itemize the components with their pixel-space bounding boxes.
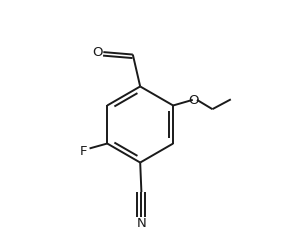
- Text: F: F: [80, 144, 88, 157]
- Text: O: O: [189, 94, 199, 106]
- Text: O: O: [93, 46, 103, 58]
- Text: N: N: [136, 216, 146, 229]
